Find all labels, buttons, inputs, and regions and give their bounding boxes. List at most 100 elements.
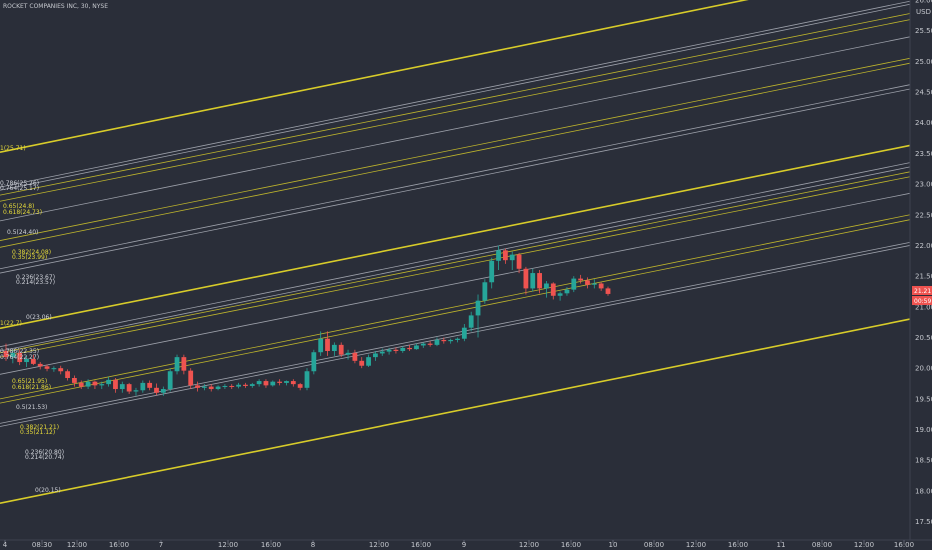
candle-body: [502, 250, 508, 261]
candle-body: [544, 283, 549, 289]
candle-body: [516, 254, 522, 269]
candle: [181, 354, 187, 375]
candle-body: [386, 349, 392, 352]
candle: [605, 286, 611, 296]
candle: [325, 331, 330, 356]
candle-body: [345, 352, 351, 355]
fib-line: [0, 3, 911, 191]
fib-level-label: 0.35(23.99): [12, 254, 47, 261]
candle: [85, 379, 91, 390]
candle: [407, 344, 413, 351]
candle: [530, 268, 536, 292]
candle: [427, 341, 433, 347]
candle: [113, 378, 118, 393]
candle: [243, 382, 248, 388]
candle-body: [523, 268, 529, 289]
candle: [140, 380, 146, 393]
candle-body: [10, 352, 16, 358]
candle: [297, 382, 303, 391]
last-price-tag: 21.21 00:59: [912, 286, 932, 305]
candle-body: [455, 338, 460, 340]
candlestick-series: [3, 245, 611, 396]
bar-countdown: 00:59: [914, 298, 931, 305]
candle-body: [195, 385, 200, 388]
candle: [448, 338, 454, 344]
fib-line: [0, 245, 911, 427]
fib-level-label: 0.786(25.26): [0, 180, 39, 187]
candle-body: [571, 278, 577, 290]
fib-line: [0, 19, 911, 202]
y-tick-label: 24.50: [915, 89, 932, 97]
x-tick-label: 16:00: [261, 541, 281, 549]
fib-level-label: 0.764(25.17): [0, 185, 39, 192]
fib-level-label: 0.382(21.21): [20, 424, 59, 431]
candle: [51, 366, 57, 372]
candle-body: [236, 384, 241, 387]
candle-body: [366, 357, 371, 366]
y-tick-label: 24.00: [915, 119, 932, 127]
candle-body: [119, 384, 125, 390]
fib-level-label: 0.382(24.08): [12, 249, 51, 256]
currency-label: USD: [916, 8, 931, 16]
candle: [24, 355, 29, 367]
candle: [147, 380, 153, 391]
x-tick-label: 16:00: [109, 541, 129, 549]
candle-body: [126, 384, 132, 392]
candle-body: [393, 349, 399, 351]
candle-body: [277, 381, 283, 383]
fib-line: [0, 84, 911, 270]
candle: [578, 274, 584, 284]
candle-body: [461, 327, 467, 339]
y-tick-label: 20.50: [915, 334, 932, 342]
candle: [10, 349, 16, 364]
candle-body: [359, 360, 365, 366]
candle-body: [420, 343, 426, 346]
candle: [468, 311, 474, 332]
candle-body: [482, 282, 488, 301]
candle-body: [585, 280, 590, 285]
candle-body: [605, 288, 611, 294]
candle-body: [468, 315, 474, 328]
fib-line: [0, 219, 911, 404]
fib-level-label: 0.618(21.86): [12, 384, 51, 391]
candle-body: [249, 384, 255, 386]
candle-body: [58, 368, 64, 372]
candle: [598, 282, 604, 291]
x-tick-label: 7: [159, 541, 163, 549]
candle: [119, 381, 125, 393]
candle-body: [407, 347, 413, 350]
fib-line: [0, 0, 911, 188]
candle: [30, 354, 36, 366]
x-tick-label: 12:00: [218, 541, 238, 549]
candle: [564, 287, 570, 296]
candle: [345, 349, 351, 360]
fib-level-label: 1(25.71): [0, 145, 26, 152]
candle: [414, 343, 419, 350]
candle-body: [72, 378, 77, 383]
candle: [516, 252, 522, 274]
candle-body: [256, 381, 262, 385]
candle: [249, 382, 255, 388]
candle-body: [270, 381, 276, 386]
candle-body: [201, 386, 207, 388]
candle-body: [338, 344, 344, 355]
candle-body: [284, 381, 289, 383]
candle-body: [140, 382, 146, 391]
y-tick-label: 22.00: [915, 242, 932, 250]
candle-body: [598, 283, 604, 289]
candle: [509, 251, 515, 270]
candle-body: [133, 390, 139, 392]
candle: [400, 346, 406, 353]
fib-level-label: 0(20.15): [35, 487, 61, 494]
y-tick-label: 23.00: [915, 181, 932, 189]
fib-line: [0, 214, 911, 400]
candle: [208, 384, 214, 392]
candle-body: [78, 382, 84, 387]
candle-body: [311, 352, 317, 372]
candle: [591, 279, 597, 289]
y-tick-label: 20.00: [915, 365, 932, 373]
candle: [502, 248, 508, 264]
